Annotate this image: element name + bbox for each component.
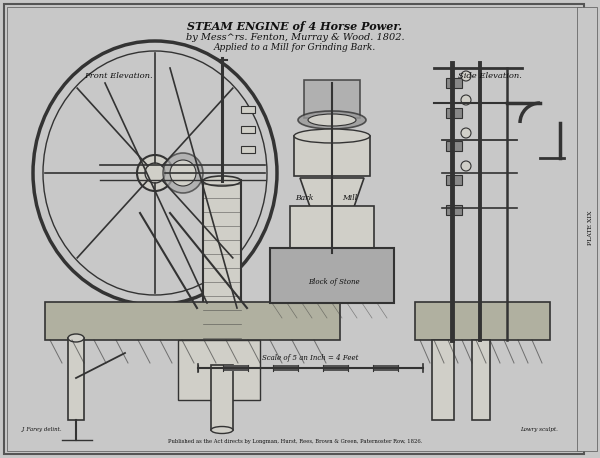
Ellipse shape (294, 129, 370, 143)
Ellipse shape (308, 114, 356, 126)
Circle shape (145, 163, 165, 183)
Bar (68, 338, 84, 420)
Bar (270, 248, 394, 303)
Circle shape (163, 153, 203, 193)
Bar (45, 302, 340, 340)
Ellipse shape (211, 426, 233, 434)
Bar (432, 340, 454, 420)
Circle shape (461, 161, 471, 171)
Bar (415, 302, 550, 340)
Text: PLATE XIX: PLATE XIX (589, 211, 593, 245)
Circle shape (170, 160, 196, 186)
Text: Block of Stone: Block of Stone (308, 278, 360, 286)
Ellipse shape (68, 334, 84, 342)
Bar (446, 175, 462, 185)
Bar (273, 365, 298, 371)
Bar (323, 365, 348, 371)
Bar (446, 141, 462, 151)
Bar (577, 7, 597, 451)
Polygon shape (300, 178, 364, 230)
Circle shape (137, 155, 173, 191)
Text: Scale of 5 an Inch = 4 Feet: Scale of 5 an Inch = 4 Feet (262, 354, 358, 362)
Bar (178, 340, 260, 400)
Circle shape (461, 71, 471, 81)
Bar (294, 136, 370, 176)
Circle shape (461, 128, 471, 138)
Text: J. Farey delint.: J. Farey delint. (22, 427, 62, 432)
Bar (203, 180, 241, 345)
Ellipse shape (298, 111, 366, 129)
Text: Published as the Act directs by Longman, Hurst, Rees, Brown & Green, Paternoster: Published as the Act directs by Longman,… (168, 440, 422, 445)
Text: Front Elevation.: Front Elevation. (83, 72, 152, 80)
Bar (211, 365, 233, 430)
Circle shape (461, 95, 471, 105)
Bar (446, 78, 462, 88)
Bar (290, 206, 374, 248)
Ellipse shape (203, 176, 241, 186)
Text: Bark: Bark (295, 194, 313, 202)
Bar (446, 205, 462, 215)
Text: Lowry sculpt.: Lowry sculpt. (520, 427, 558, 432)
Text: STEAM ENGINE of 4 Horse Power.: STEAM ENGINE of 4 Horse Power. (187, 21, 403, 32)
Bar (304, 80, 360, 118)
Bar (241, 126, 255, 133)
Bar (241, 146, 255, 153)
Bar (241, 106, 255, 113)
Bar (373, 365, 398, 371)
Bar (223, 365, 248, 371)
Text: Applied to a Mill for Grinding Bark.: Applied to a Mill for Grinding Bark. (214, 43, 376, 51)
Bar (446, 108, 462, 118)
Text: Mill: Mill (343, 194, 358, 202)
Text: Side Elevation.: Side Elevation. (458, 72, 522, 80)
Bar (472, 340, 490, 420)
Text: by Mess^rs. Fenton, Murray & Wood. 1802.: by Mess^rs. Fenton, Murray & Wood. 1802. (185, 33, 404, 42)
